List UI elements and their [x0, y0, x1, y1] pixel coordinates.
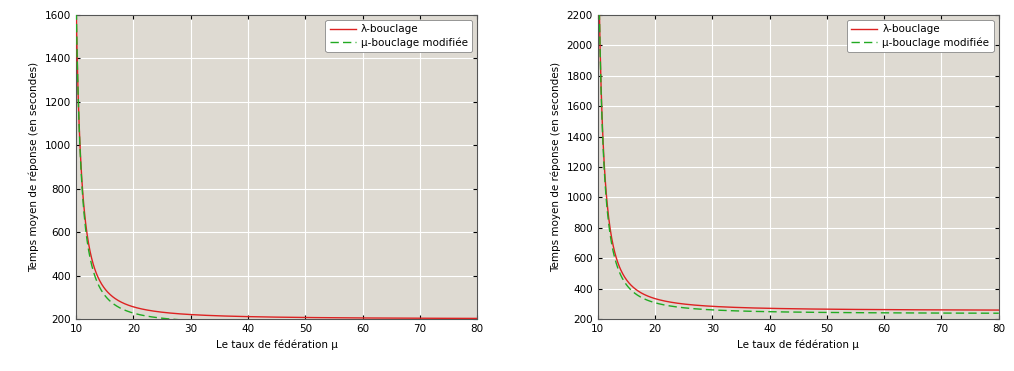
- λ-bouclage: [993, 308, 1005, 312]
- Line: λ-bouclage: λ-bouclage: [76, 1, 478, 318]
- μ-bouclage modifiée: [824, 310, 837, 315]
- Legend: λ-bouclage, μ-bouclage modifiée: λ-bouclage, μ-bouclage modifiée: [325, 20, 473, 52]
- λ-bouclage: [472, 316, 484, 321]
- μ-bouclage modifiée: [94, 287, 106, 291]
- λ-bouclage: [416, 316, 428, 321]
- λ-bouclage: [374, 316, 386, 320]
- μ-bouclage modifiée: [847, 311, 859, 315]
- μ-bouclage modifiée: [325, 321, 338, 326]
- λ-bouclage: [824, 307, 837, 311]
- μ-bouclage modifiée: [416, 322, 428, 326]
- Y-axis label: Temps moyen de réponse (en secondes): Temps moyen de réponse (en secondes): [551, 62, 561, 272]
- Legend: λ-bouclage, μ-bouclage modifiée: λ-bouclage, μ-bouclage modifiée: [847, 20, 994, 52]
- μ-bouclage modifiée: [617, 276, 629, 280]
- λ-bouclage: [836, 307, 848, 312]
- Y-axis label: Temps moyen de réponse (en secondes): Temps moyen de réponse (en secondes): [28, 62, 40, 272]
- X-axis label: Le taux de fédération μ: Le taux de fédération μ: [216, 339, 338, 350]
- λ-bouclage: [303, 315, 315, 320]
- μ-bouclage modifiée: [895, 311, 908, 315]
- μ-bouclage modifiée: [374, 321, 386, 326]
- λ-bouclage: [617, 270, 629, 275]
- Line: μ-bouclage modifiée: μ-bouclage modifiée: [76, 0, 478, 324]
- X-axis label: Le taux de fédération μ: Le taux de fédération μ: [737, 339, 859, 350]
- λ-bouclage: [70, 0, 82, 3]
- λ-bouclage: [937, 308, 949, 312]
- μ-bouclage modifiée: [993, 311, 1005, 315]
- μ-bouclage modifiée: [836, 311, 848, 315]
- Line: μ-bouclage modifiée: μ-bouclage modifiée: [597, 0, 999, 313]
- λ-bouclage: [325, 315, 338, 320]
- Line: λ-bouclage: λ-bouclage: [597, 0, 999, 310]
- μ-bouclage modifiée: [303, 321, 315, 325]
- λ-bouclage: [847, 307, 859, 312]
- λ-bouclage: [313, 315, 325, 320]
- λ-bouclage: [895, 308, 908, 312]
- μ-bouclage modifiée: [937, 311, 949, 315]
- μ-bouclage modifiée: [472, 322, 484, 326]
- μ-bouclage modifiée: [313, 321, 325, 325]
- λ-bouclage: [94, 280, 106, 285]
